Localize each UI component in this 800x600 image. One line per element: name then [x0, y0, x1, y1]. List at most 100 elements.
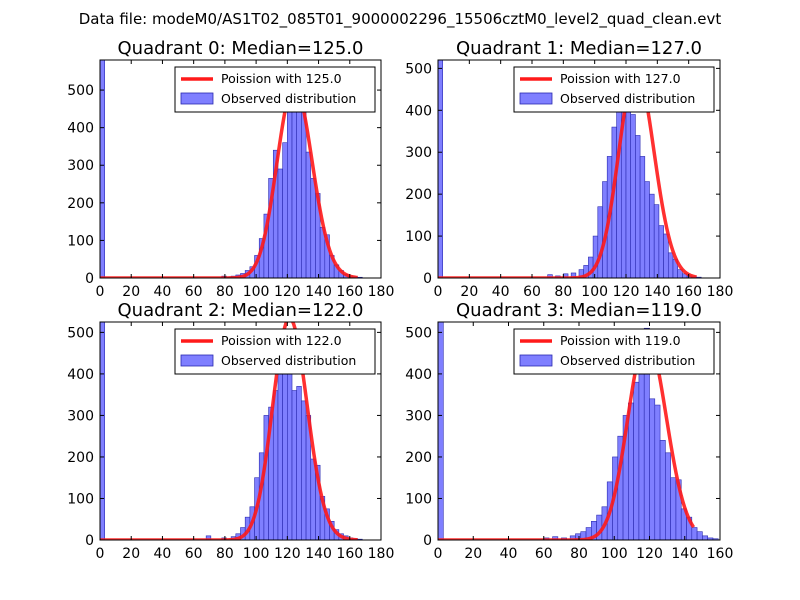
- legend: Poission with 127.0 Observed distribution: [513, 66, 715, 113]
- x-tick-label: 100: [243, 284, 270, 300]
- x-tick-label: 140: [671, 546, 698, 562]
- histogram-bar: [305, 151, 312, 278]
- x-tick-label: 80: [216, 546, 234, 562]
- legend-line-label: Poission with 125.0: [221, 71, 342, 86]
- x-tick-label: 0: [434, 284, 443, 300]
- histogram-bar: [633, 381, 640, 540]
- legend-box: [513, 66, 715, 113]
- histogram-bar: [635, 135, 641, 278]
- y-tick-label: 0: [85, 533, 94, 549]
- y-tick-label: 200: [67, 196, 94, 212]
- y-tick-label: 0: [423, 271, 432, 287]
- y-tick-label: 200: [405, 187, 432, 203]
- histogram-bar: [659, 440, 666, 540]
- histogram-bar: [310, 458, 316, 540]
- histogram-bar: [592, 235, 599, 278]
- y-tick-label: 400: [67, 121, 94, 137]
- histogram-bar: [282, 356, 288, 540]
- histogram-bar: [625, 93, 631, 278]
- axes-frame: [99, 59, 382, 279]
- quadrant-2-chart: 0 20 40 60 80 100 120 140 160 1800100200300400500…: [67, 300, 394, 562]
- histogram-bar: [691, 527, 698, 540]
- legend-bar-swatch: [180, 92, 214, 105]
- histogram-bar: [667, 252, 674, 278]
- x-tick-label: 100: [601, 546, 628, 562]
- histogram-bar: [438, 60, 443, 278]
- legend-line-label: Poission with 122.0: [221, 333, 342, 348]
- x-tick-label: 100: [581, 284, 608, 300]
- histogram-bar: [301, 400, 307, 540]
- quadrant-0-chart: 0 20 40 60 80 100 120 140 160 1800100200300400500…: [67, 38, 394, 300]
- x-tick-label: 120: [613, 284, 640, 300]
- legend-bar-swatch: [519, 92, 553, 105]
- y-tick-label: 400: [405, 367, 432, 383]
- x-tick-label: 40: [492, 284, 510, 300]
- y-tick-label: 300: [67, 158, 94, 174]
- x-tick-label: 40: [500, 546, 518, 562]
- histogram-bar: [310, 178, 316, 278]
- legend: Poission with 119.0 Observed distribution: [513, 328, 715, 375]
- x-tick-label: 60: [185, 284, 203, 300]
- histogram-bar: [100, 60, 105, 278]
- plot-area: [438, 60, 702, 278]
- x-tick-label: 20: [122, 284, 140, 300]
- x-tick-label: 40: [154, 284, 172, 300]
- legend-box: [174, 328, 376, 375]
- legend-bar-swatch: [519, 354, 553, 367]
- legend-bar-label: Observed distribution: [560, 353, 695, 368]
- y-tick-label: 400: [67, 367, 94, 383]
- y-tick-label: 500: [67, 83, 94, 99]
- histogram-bar: [570, 272, 577, 278]
- panel-title: Quadrant 3: Median=119.0: [456, 300, 702, 321]
- quadrant-1-chart: 0 20 40 60 80 100 120 140 160 180 0 100 200 300 400 500…: [405, 38, 733, 300]
- histogram-bar: [301, 110, 307, 278]
- y-tick-label: 300: [67, 408, 94, 424]
- histogram-bar: [658, 225, 664, 278]
- x-tick-label: 80: [554, 284, 572, 300]
- x-tick-label: 120: [636, 546, 663, 562]
- y-tick-label: 200: [405, 450, 432, 466]
- x-tick-label: 180: [368, 284, 395, 300]
- x-tick-label: 60: [535, 546, 553, 562]
- y-tick-label: 300: [405, 408, 432, 424]
- histogram-bar: [670, 477, 677, 540]
- legend-bar-label: Observed distribution: [221, 91, 356, 106]
- histogram-bar: [287, 110, 293, 278]
- legend: Poission with 125.0 Observed distribution: [174, 66, 376, 113]
- x-tick-label: 180: [707, 284, 734, 300]
- x-tick-label: 40: [154, 546, 172, 562]
- x-tick-label: 60: [185, 546, 203, 562]
- y-tick-label: 100: [405, 229, 432, 245]
- histogram-bar: [296, 97, 302, 278]
- x-tick-label: 120: [274, 284, 301, 300]
- y-tick-label: 0: [423, 533, 432, 549]
- figure-suptitle: Data file: modeM0/AS1T02_085T01_90000022…: [79, 10, 722, 29]
- histogram-bar: [649, 193, 655, 278]
- x-tick-label: 80: [570, 546, 588, 562]
- histogram-bar: [702, 535, 708, 540]
- legend-bar-swatch: [180, 354, 214, 367]
- legend-line-label: Poission with 127.0: [560, 71, 681, 86]
- y-tick-label: 0: [85, 271, 94, 287]
- x-tick-label: 20: [464, 546, 482, 562]
- histogram-bar: [649, 398, 656, 540]
- histogram-bar: [277, 365, 283, 540]
- y-tick-label: 500: [67, 325, 94, 341]
- histogram-bar: [653, 204, 660, 278]
- histogram-bar: [644, 181, 650, 278]
- y-tick-label: 500: [405, 325, 432, 341]
- histogram-bar: [277, 168, 283, 278]
- axes-frame: [437, 59, 721, 279]
- legend: Poission with 122.0 Observed distribution: [174, 328, 376, 375]
- x-tick-label: 140: [644, 284, 671, 300]
- histogram-bar: [272, 390, 279, 540]
- x-tick-label: 120: [274, 546, 301, 562]
- plot-area: [100, 60, 363, 278]
- x-tick-label: 160: [336, 284, 363, 300]
- x-tick-label: 140: [305, 284, 332, 300]
- x-tick-label: 0: [96, 284, 105, 300]
- histogram-bar: [597, 206, 603, 278]
- histogram-bar: [630, 114, 636, 278]
- histogram-bar: [296, 386, 302, 540]
